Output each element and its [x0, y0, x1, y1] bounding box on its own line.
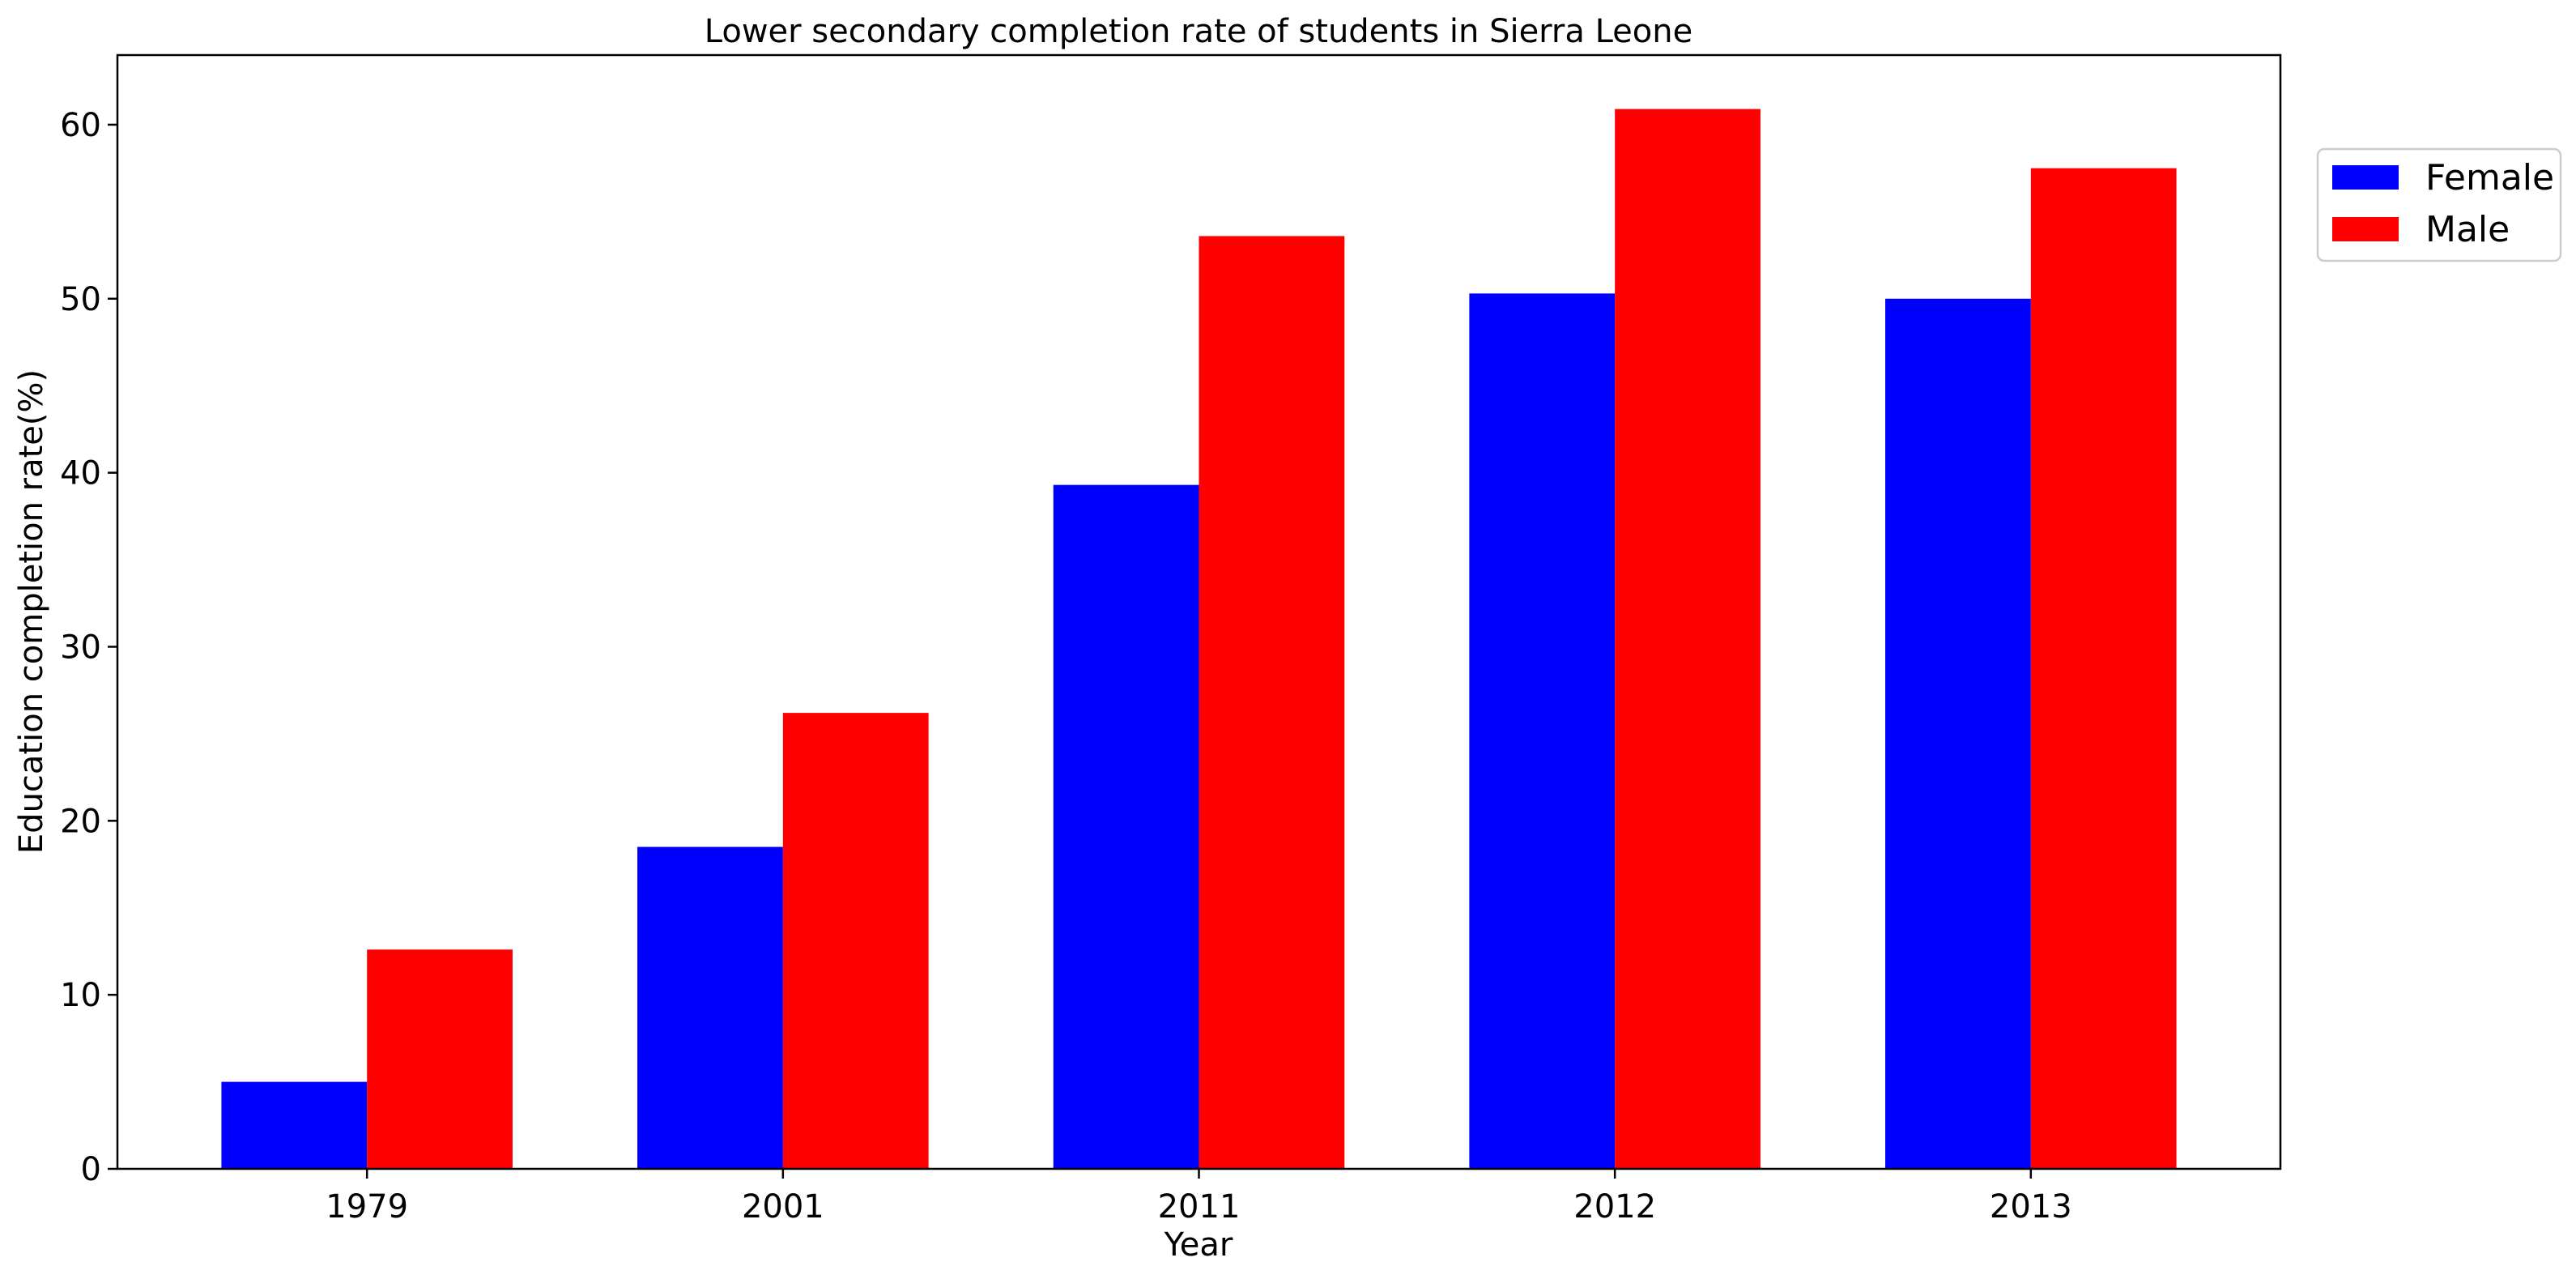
- y-tick-label: 50: [60, 281, 101, 318]
- bar-female-2011: [1053, 484, 1199, 1169]
- bar-male-2001: [782, 713, 929, 1169]
- bar-male-2012: [1615, 109, 1761, 1169]
- x-tick-label: 2001: [742, 1188, 824, 1226]
- plot-area: 0 10 20 30 40 50 60 1979 2001 2011 2012 2013: [60, 53, 2282, 1226]
- bar-female-2013: [1885, 298, 2031, 1169]
- y-tick-label: 30: [60, 629, 101, 666]
- x-tick-label: 2012: [1573, 1188, 1656, 1226]
- legend-label-female: Female: [2425, 157, 2554, 198]
- legend-label-male: Male: [2425, 209, 2510, 250]
- y-tick-label: 60: [60, 107, 101, 144]
- y-tick-label: 20: [60, 803, 101, 840]
- y-tick-label: 0: [81, 1151, 101, 1188]
- bar-male-2011: [1199, 236, 1345, 1169]
- y-tick-label: 40: [60, 455, 101, 492]
- bar-female-1979: [221, 1081, 368, 1169]
- x-axis-label: Year: [1164, 1226, 1233, 1264]
- bar-female-2012: [1469, 293, 1616, 1169]
- bar-male-2013: [2030, 168, 2177, 1169]
- chart-title: Lower secondary completion rate of stude…: [705, 13, 1692, 50]
- y-axis-ticks: 0 10 20 30 40 50 60: [60, 107, 117, 1188]
- bar-female-2001: [637, 846, 783, 1169]
- legend-items: Female Male: [2332, 157, 2554, 250]
- bar-male-1979: [367, 949, 513, 1169]
- y-tick-label: 10: [60, 977, 101, 1014]
- legend-swatch-male: [2332, 217, 2399, 241]
- x-tick-label: 2013: [1990, 1188, 2072, 1226]
- x-tick-label: 2011: [1158, 1188, 1241, 1226]
- x-axis-ticks: 1979 2001 2011 2012 2013: [326, 1169, 2072, 1226]
- legend: Female Male: [2316, 147, 2562, 262]
- x-tick-label: 1979: [326, 1188, 408, 1226]
- bars-group: [221, 109, 2177, 1169]
- y-axis-label: Education completion rate(%): [13, 369, 50, 854]
- legend-swatch-female: [2332, 165, 2399, 190]
